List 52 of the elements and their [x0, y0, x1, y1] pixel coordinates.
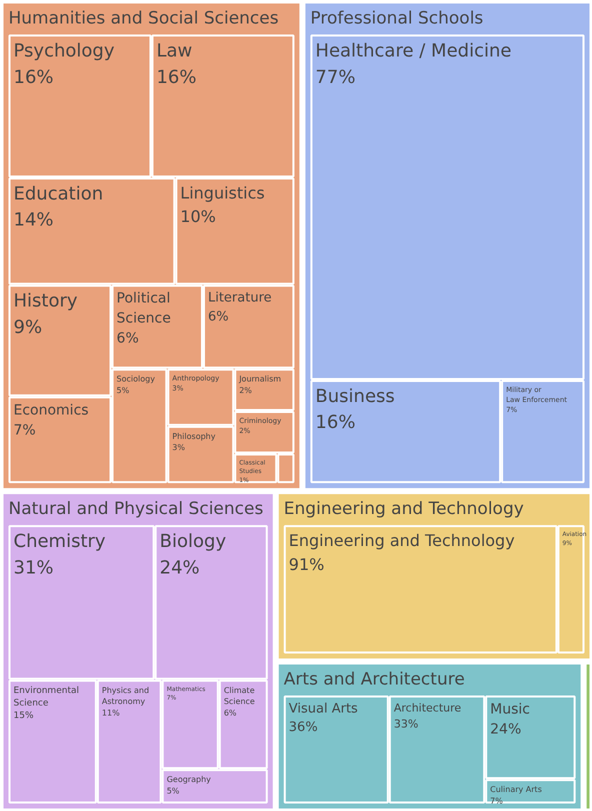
- data-label: 5%: [116, 386, 130, 395]
- data-label: 6%: [208, 309, 229, 324]
- data-label: 33%: [394, 718, 418, 731]
- category-label: Sociology: [116, 374, 156, 384]
- category-label: Literature: [208, 290, 272, 306]
- category-label: Healthcare / Medicine: [315, 40, 512, 62]
- data-label: 9%: [14, 316, 42, 338]
- category-label: Political Science: [116, 290, 171, 327]
- category-label: Economics: [14, 402, 89, 418]
- category-label: Biology: [160, 531, 226, 552]
- category-label: Climate Science: [224, 686, 255, 706]
- category-label: Architecture: [394, 701, 462, 714]
- text: Arts and Architecture: [284, 669, 465, 690]
- data-label: 3%: [172, 443, 186, 452]
- data-label: 14%: [14, 210, 54, 231]
- data-label: 16%: [156, 66, 196, 88]
- category-label: Psychology: [14, 40, 115, 62]
- text: Natural and Physical Sciences: [8, 499, 264, 520]
- category-label: Engineering and Technology: [288, 531, 515, 550]
- text: Engineering and Technology: [284, 499, 524, 520]
- category-label: Law: [156, 40, 192, 62]
- category-label: Environmental Science: [14, 686, 79, 708]
- data-label: 24%: [160, 557, 200, 578]
- data-label: 31%: [14, 557, 54, 578]
- category-label: Geography: [166, 775, 212, 784]
- data-label: 16%: [315, 412, 356, 434]
- data-label: 2%: [239, 386, 252, 395]
- category-label: Business: [315, 386, 395, 407]
- category-label: History: [14, 290, 78, 312]
- category-label: Visual Arts: [288, 701, 358, 716]
- category-label: Physics and Astronomy: [102, 686, 150, 706]
- data-label: 36%: [288, 720, 318, 736]
- category-label: Education: [14, 184, 104, 204]
- data-label: 6%: [116, 330, 139, 347]
- data-label: 16%: [14, 66, 54, 88]
- category-label: Culinary Arts: [490, 785, 542, 794]
- category-label: Philosophy: [172, 432, 216, 441]
- data-label: 77%: [315, 66, 356, 88]
- text: Professional Schools: [310, 8, 484, 28]
- category-label: Journalism: [238, 374, 282, 384]
- data-label: 15%: [14, 710, 34, 721]
- category-label: Chemistry: [14, 531, 106, 552]
- data-label: 11%: [102, 708, 120, 718]
- category-label: Linguistics: [180, 184, 265, 202]
- category-label: Music: [490, 701, 530, 718]
- data-label: 10%: [180, 207, 216, 226]
- text: Humanities and Social Sciences: [8, 8, 279, 28]
- data-label: 91%: [288, 554, 324, 574]
- data-label: 24%: [490, 721, 522, 738]
- data-label: 5%: [166, 786, 180, 796]
- data-label: 7%: [14, 422, 36, 438]
- data-label: 6%: [224, 708, 237, 718]
